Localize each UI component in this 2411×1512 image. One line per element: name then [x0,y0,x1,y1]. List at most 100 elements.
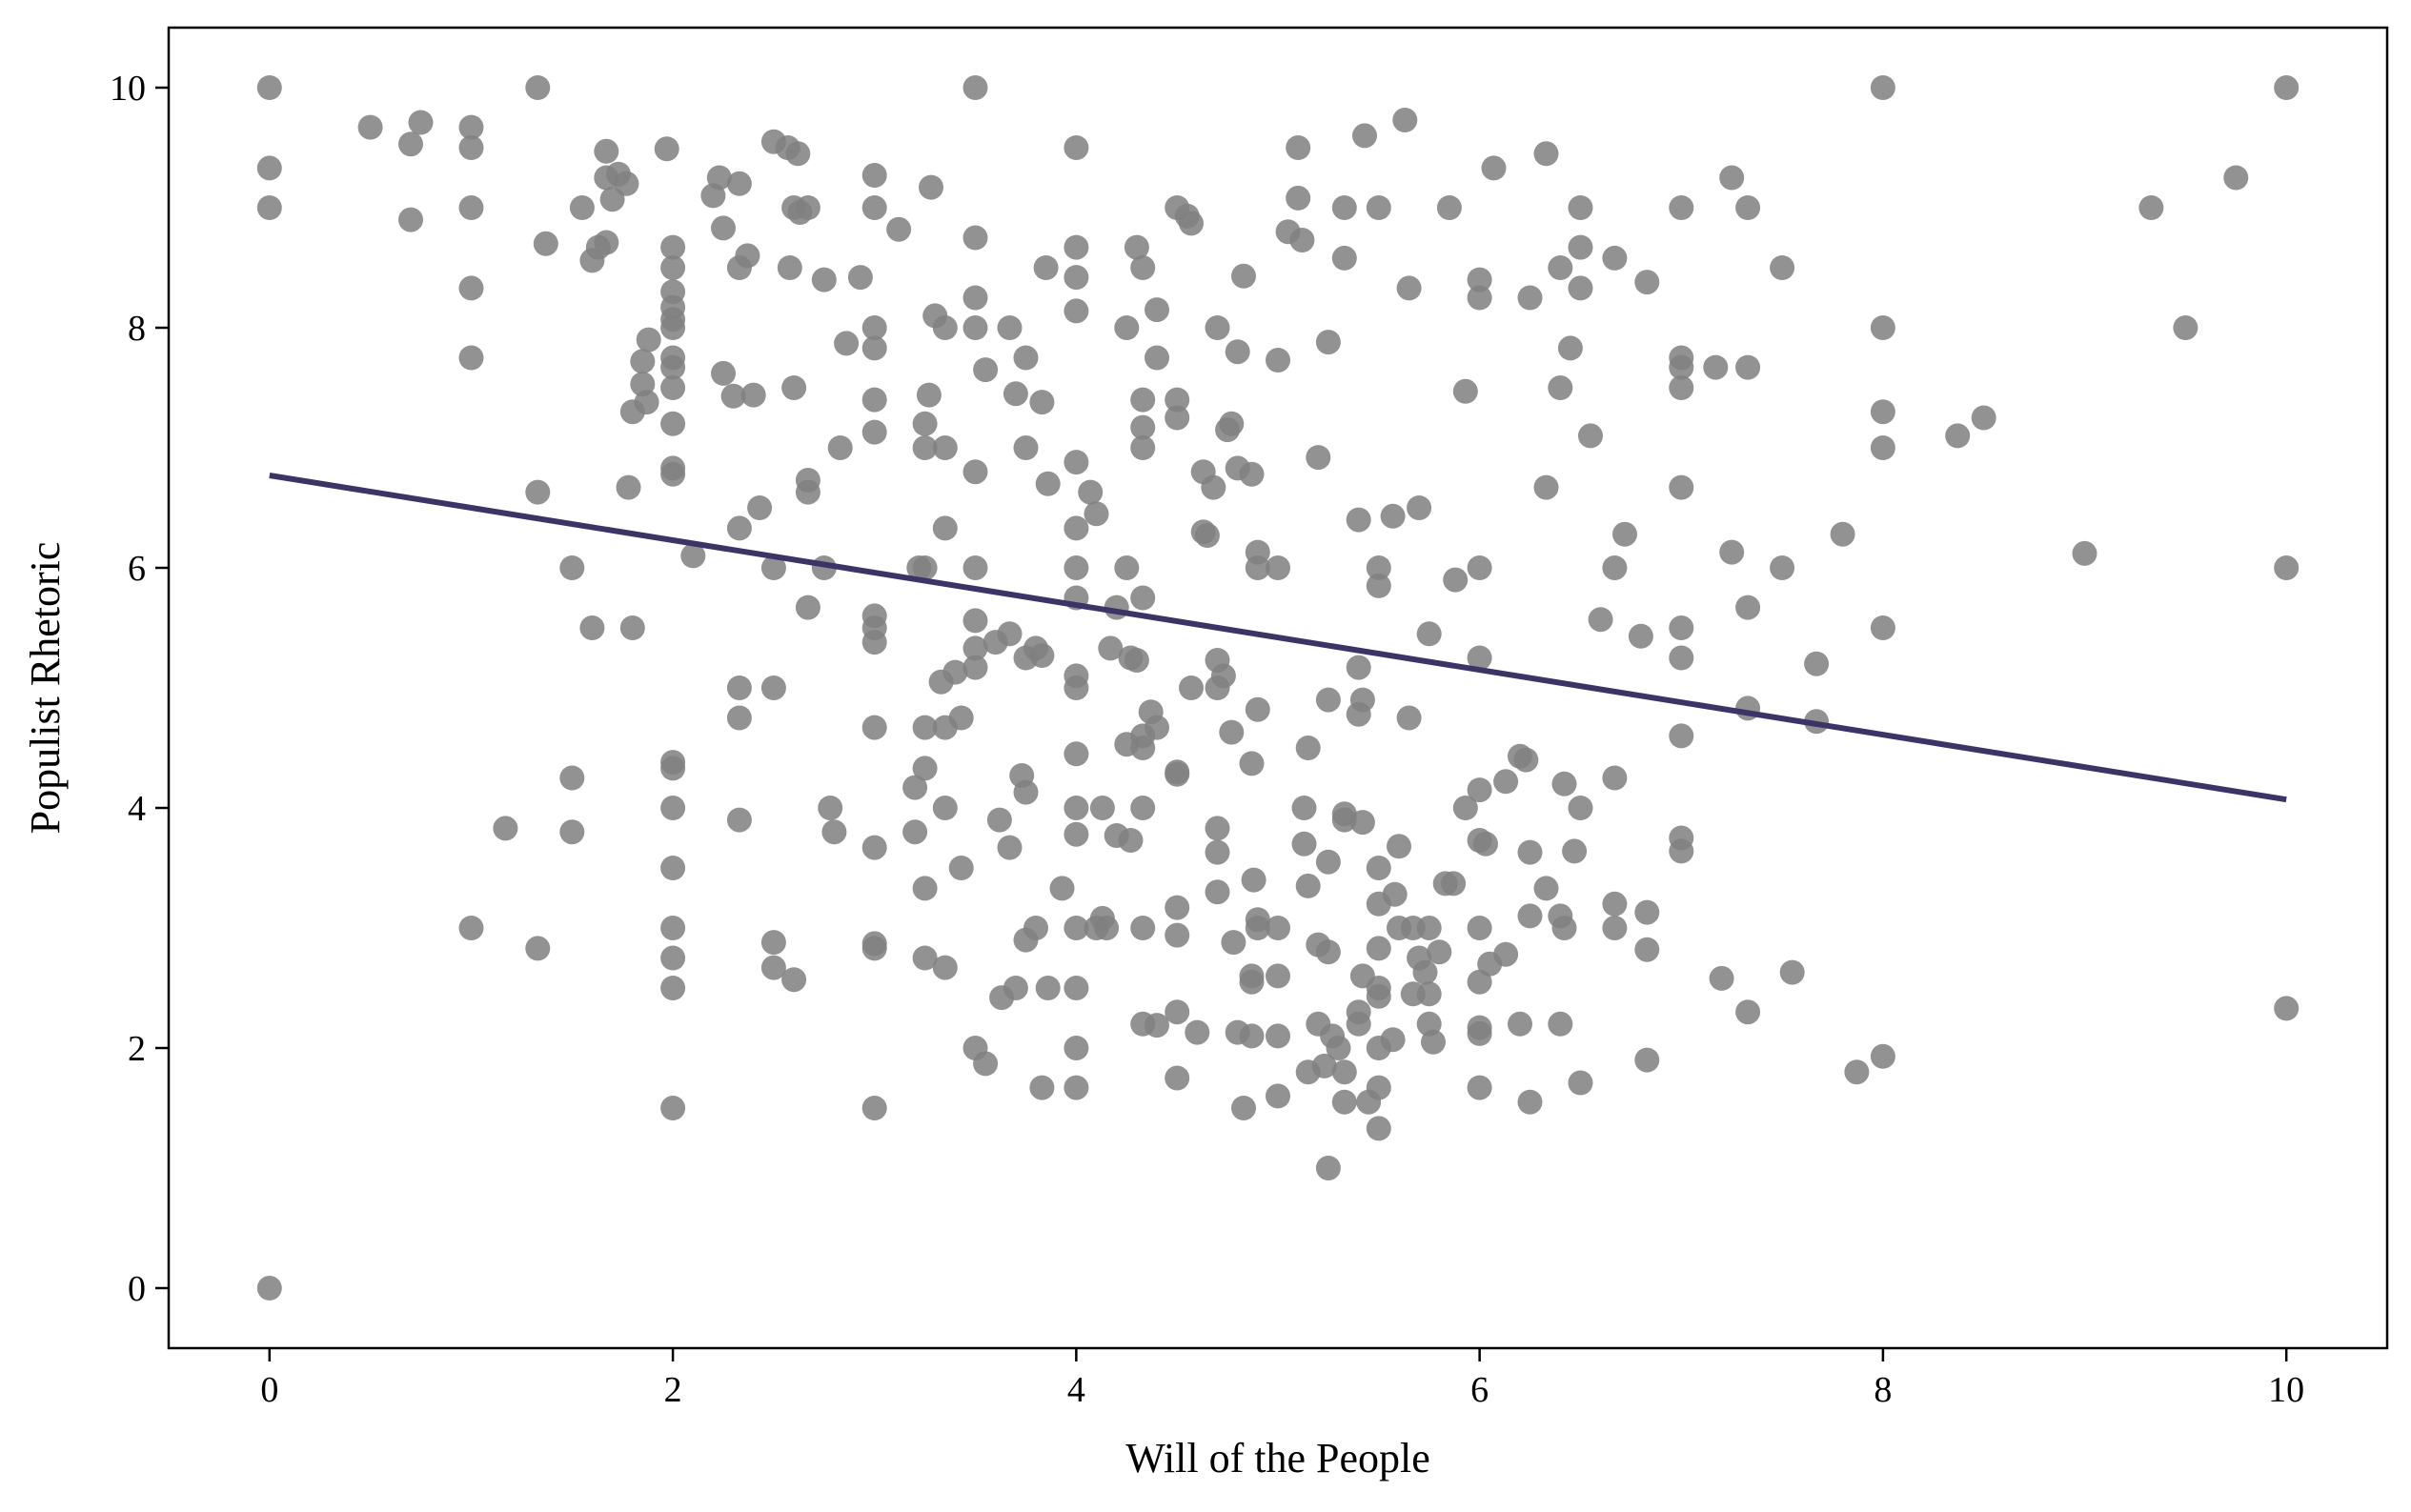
scatter-point [660,976,686,1000]
scatter-point [1533,474,1559,500]
scatter-point [997,621,1023,647]
scatter-point [594,138,619,164]
scatter-point [1517,839,1543,865]
scatter-point [1291,831,1317,857]
scatter-point [1064,265,1089,291]
scatter-point [1064,796,1089,820]
scatter-point [1735,354,1761,380]
scatter-point [1201,474,1226,500]
scatter-point [818,796,843,820]
scatter-point [912,945,938,971]
scatter-point [1396,705,1422,731]
scatter-point [1266,348,1290,373]
scatter-point [912,411,938,436]
scatter-point [1349,810,1375,836]
scatter-point [1245,555,1270,580]
scatter-point [1568,796,1593,820]
trend-line-layer [269,473,2287,803]
scatter-point [1165,895,1190,920]
scatter-point [1145,297,1169,323]
scatter-point [1380,503,1406,529]
scatter-point [1830,521,1855,547]
y-axis-label: Populist Rhetoric [22,542,69,835]
scatter-point [398,131,423,157]
scatter-point [1003,381,1028,407]
scatter-point [740,382,766,408]
scatter-point [660,375,686,400]
plot-frame [167,26,2389,1350]
scatter-point [559,555,585,580]
scatter-point [1094,916,1120,940]
x-tick-label: 0 [260,1370,278,1410]
scatter-point [886,216,912,242]
scatter-point [525,479,551,505]
scatter-point [1467,1020,1492,1046]
scatter-point [1245,696,1270,722]
scatter-point [1003,976,1028,1000]
scatter-point [1165,387,1190,413]
scatter-point [1366,856,1391,880]
scatter-point [861,419,887,445]
scatter-point [1064,1075,1089,1100]
scatter-point [1266,916,1290,940]
scatter-point [962,555,988,580]
scatter-point [660,255,686,280]
scatter-point [1493,769,1519,795]
scatter-point [1669,195,1694,220]
scatter-point [458,275,484,301]
scatter-point [1380,1027,1406,1053]
scatter-point [1568,275,1593,301]
scatter-point [861,387,887,413]
scatter-point [408,110,434,135]
scatter-point [962,655,988,680]
scatter-point [1130,796,1156,820]
scatter-point [2223,165,2249,191]
scatter-point [1443,567,1469,593]
scatter-point [912,435,938,460]
scatter-point [1588,607,1613,633]
scatter-point [1427,939,1452,965]
scatter-point [912,876,938,901]
scatter-point [912,555,938,580]
scatter-point [997,835,1023,860]
scatter-point [1517,903,1543,929]
scatter-point [861,195,887,220]
scatter-point [1130,387,1156,413]
scatter-point [919,174,943,200]
scatter-point [1602,555,1628,580]
scatter-point [1013,435,1039,460]
x-axis-label: Will of the People [1125,1435,1430,1482]
scatter-point [1602,916,1628,940]
scatter-point [559,765,585,791]
scatter-point [458,135,484,160]
scatter-point [1669,723,1694,749]
scatter-point [1533,876,1559,901]
scatter-point [861,1096,887,1120]
scatter-point [1870,1043,1895,1069]
scatter-point [1064,515,1089,541]
scatter-point [525,936,551,961]
scatter-point [1145,345,1169,371]
scatter-point [1870,435,1895,460]
scatter-point [1165,999,1190,1025]
scatter-point [1286,135,1311,160]
y-tick-label: 0 [128,1269,146,1309]
scatter-point [1266,555,1290,580]
scatter-point [1315,939,1341,965]
scatter-point [1971,405,1996,431]
scatter-point [1467,916,1492,940]
scatter-point [1493,941,1519,967]
scatter-point [1568,234,1593,260]
scatter-point [827,435,853,460]
scatter-point [1416,916,1442,940]
scatter-point [1130,414,1156,440]
scatter-point [1352,123,1377,149]
scatter-point [1114,555,1140,580]
scatter-point [1467,555,1492,580]
scatter-point [1315,1156,1341,1180]
scatter-point [861,163,887,188]
scatter-point [781,967,807,993]
scatter-point [1326,1036,1351,1060]
scatter-point [594,230,619,255]
